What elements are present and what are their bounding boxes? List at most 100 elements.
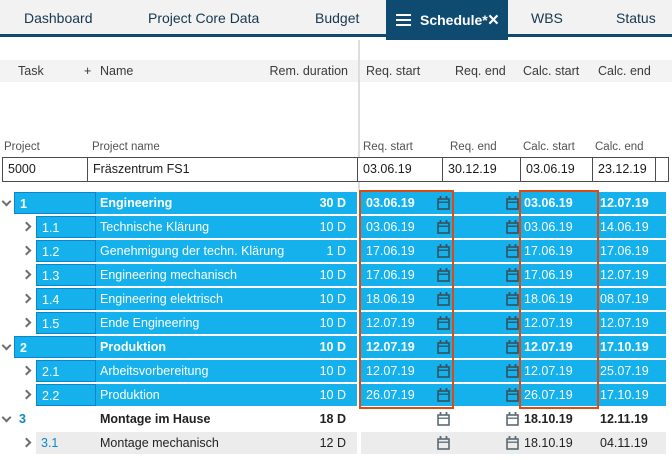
- project-id-field[interactable]: 5000: [2, 157, 88, 182]
- calc-end-cell: 17.10.19: [600, 384, 649, 406]
- rem-duration-cell[interactable]: 18 D: [240, 408, 346, 430]
- project-calc-start-field[interactable]: 03.06.19: [520, 157, 593, 182]
- calendar-icon[interactable]: [506, 292, 519, 306]
- hamburger-icon[interactable]: [396, 14, 411, 26]
- tab-wbs[interactable]: WBS: [531, 0, 563, 37]
- task-number-cell[interactable]: 1.4: [36, 288, 96, 310]
- expand-chevron-icon[interactable]: [22, 366, 32, 376]
- rem-duration-cell[interactable]: 10 D: [240, 264, 346, 286]
- project-calc-end-label: Calc. end: [595, 141, 644, 153]
- project-summary-row: 5000 Fräszentrum FS1 03.06.19 30.12.19 0…: [0, 157, 672, 182]
- rem-duration-cell[interactable]: 10 D: [240, 312, 346, 334]
- task-number-cell[interactable]: 2.2: [36, 384, 96, 406]
- column-header-rem-duration[interactable]: Rem. duration: [240, 60, 348, 82]
- calendar-icon[interactable]: [506, 316, 519, 330]
- calc-end-cell: 12.07.19: [600, 312, 649, 334]
- calc-end-cell: 12.07.19: [600, 264, 649, 286]
- task-row: 3.1 Montage mechanisch 12 D 18.10.19 04.…: [0, 432, 672, 454]
- calendar-icon[interactable]: [506, 340, 519, 354]
- project-req-start-field[interactable]: 03.06.19: [357, 157, 443, 182]
- calendar-icon[interactable]: [437, 412, 450, 426]
- task-number-cell[interactable]: 2.1: [36, 360, 96, 382]
- expand-chevron-icon[interactable]: [22, 438, 32, 448]
- task-number-cell[interactable]: 1.2: [36, 240, 96, 262]
- task-number-cell[interactable]: 1.3: [36, 264, 96, 286]
- project-calc-end-field[interactable]: 23.12.19: [592, 157, 656, 182]
- calendar-icon[interactable]: [506, 436, 519, 450]
- expand-chevron-icon[interactable]: [22, 294, 32, 304]
- add-column-button[interactable]: +: [84, 60, 91, 82]
- rem-duration-cell[interactable]: 10 D: [240, 336, 346, 358]
- task-number-cell[interactable]: 1: [14, 192, 96, 214]
- calendar-icon[interactable]: [506, 412, 519, 426]
- task-name-cell[interactable]: Ende Engineering: [100, 312, 199, 334]
- table-column-header: Task + Name Rem. duration Req. start Req…: [0, 60, 672, 82]
- rem-duration-cell[interactable]: 10 D: [240, 216, 346, 238]
- expand-chevron-icon[interactable]: [22, 270, 32, 280]
- rem-duration-cell[interactable]: 1 D: [240, 240, 346, 262]
- rem-duration-cell[interactable]: 30 D: [240, 192, 346, 214]
- calc-end-cell: 04.11.19: [600, 432, 648, 454]
- task-name-cell[interactable]: Arbeitsvorbereitung: [100, 360, 208, 382]
- calc-end-cell: 08.07.19: [600, 288, 649, 310]
- calendar-icon[interactable]: [506, 364, 519, 378]
- expand-chevron-icon[interactable]: [2, 413, 12, 423]
- column-header-calc-end[interactable]: Calc. end: [598, 60, 651, 82]
- rem-duration-cell[interactable]: 10 D: [240, 384, 346, 406]
- task-row: 3 Montage im Hause 18 D 18.10.19 12.11.1…: [0, 408, 672, 430]
- calc-end-cell: 14.06.19: [600, 216, 649, 238]
- column-header-task[interactable]: Task: [18, 60, 44, 82]
- task-name-cell[interactable]: Produktion: [100, 336, 166, 358]
- project-req-end-field[interactable]: 30.12.19: [442, 157, 521, 182]
- rem-duration-cell[interactable]: 12 D: [240, 432, 346, 454]
- expand-chevron-icon[interactable]: [2, 197, 12, 207]
- column-header-req-end[interactable]: Req. end: [455, 60, 506, 82]
- close-icon[interactable]: ×: [488, 11, 499, 30]
- expand-chevron-icon[interactable]: [2, 341, 12, 351]
- column-header-name[interactable]: Name: [100, 60, 133, 82]
- calc-end-cell: 17.06.19: [600, 240, 649, 262]
- calendar-icon[interactable]: [506, 244, 519, 258]
- calendar-icon[interactable]: [437, 436, 450, 450]
- calc-start-cell: 18.10.19: [524, 432, 573, 454]
- task-number-cell[interactable]: 2: [14, 336, 96, 358]
- column-header-req-start[interactable]: Req. start: [366, 60, 420, 82]
- task-name-cell[interactable]: Produktion: [100, 384, 160, 406]
- rem-duration-cell[interactable]: 10 D: [240, 288, 346, 310]
- expand-chevron-icon[interactable]: [22, 318, 32, 328]
- expand-chevron-icon[interactable]: [22, 390, 32, 400]
- task-name-cell[interactable]: Engineering mechanisch: [100, 264, 237, 286]
- task-number-cell[interactable]: 3: [14, 408, 96, 430]
- rem-duration-cell[interactable]: 10 D: [240, 360, 346, 382]
- project-name-field[interactable]: Fräszentrum FS1: [87, 157, 358, 182]
- highlight-box-req-start: [359, 190, 454, 409]
- calendar-icon[interactable]: [506, 388, 519, 402]
- task-name-cell[interactable]: Engineering elektrisch: [100, 288, 223, 310]
- expand-chevron-icon[interactable]: [22, 222, 32, 232]
- tab-project-core-data[interactable]: Project Core Data: [148, 0, 259, 37]
- task-number-cell[interactable]: 1.1: [36, 216, 96, 238]
- tab-bar: Dashboard Project Core Data Budget Sched…: [0, 0, 672, 37]
- tab-schedule-active[interactable]: Schedule* ×: [386, 0, 508, 40]
- tab-status[interactable]: Status: [616, 0, 656, 37]
- task-name-cell[interactable]: Engineering: [100, 192, 172, 214]
- calendar-icon[interactable]: [506, 220, 519, 234]
- task-name-cell[interactable]: Technische Klärung: [100, 216, 209, 238]
- calc-end-cell: 17.10.19: [600, 336, 649, 358]
- task-name-cell[interactable]: Montage mechanisch: [100, 432, 219, 454]
- column-header-calc-start[interactable]: Calc. start: [523, 60, 579, 82]
- calc-start-cell: 18.10.19: [524, 408, 573, 430]
- tab-dashboard[interactable]: Dashboard: [24, 0, 93, 37]
- project-req-start-label: Req. start: [363, 141, 413, 153]
- tab-budget[interactable]: Budget: [315, 0, 359, 37]
- expand-chevron-icon[interactable]: [22, 246, 32, 256]
- task-number-cell[interactable]: 1.5: [36, 312, 96, 334]
- calendar-icon[interactable]: [506, 196, 519, 210]
- task-name-cell[interactable]: Montage im Hause: [100, 408, 210, 430]
- project-name-label: Project name: [92, 141, 160, 153]
- schedule-page: Dashboard Project Core Data Budget Sched…: [0, 0, 672, 460]
- project-req-end-label: Req. end: [450, 141, 497, 153]
- calc-end-cell: 12.07.19: [600, 192, 649, 214]
- task-number-cell[interactable]: 3.1: [36, 432, 96, 454]
- calendar-icon[interactable]: [506, 268, 519, 282]
